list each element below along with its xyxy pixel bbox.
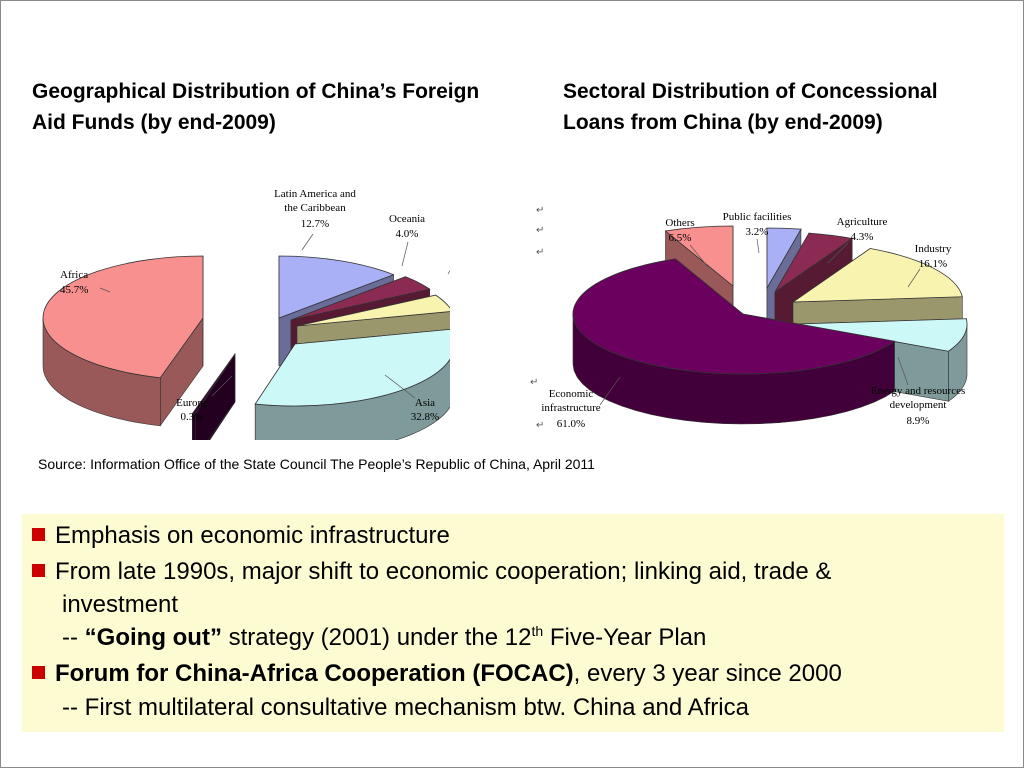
sub-point-focac: -- First multilateral consultative mecha… (62, 694, 749, 721)
slice-name-label: Oceania (389, 213, 425, 225)
slice-name-label: Industry (915, 243, 952, 255)
slice-label-energy-and-resources-development: Energy and resources development 8.9% (871, 356, 965, 427)
bullet-focac: Forum for China-Africa Cooperation (FOCA… (32, 658, 842, 690)
bullet-shift-continued: investment (62, 591, 179, 618)
slice-name-label: Europe (176, 397, 208, 409)
svg-text:↵: ↵ (530, 377, 538, 388)
slice-label-africa: Africa 45.7% (60, 269, 111, 296)
chart-title-sectoral: Sectoral Distribution of Concessional Lo… (563, 80, 938, 134)
slice-label-economic-infrastructure: Economic infrastructure 61.0% (541, 376, 621, 430)
pie-slice-africa (42, 255, 204, 427)
notes-box: Emphasis on economic infrastructure From… (22, 514, 1004, 732)
sub-point-going-out: -- “Going out” strategy (2001) under the… (62, 623, 707, 651)
slice-value-label: 12.7% (301, 218, 329, 230)
paragraph-marks: ↵ ↵ ↵ ↵ ↵ (530, 205, 544, 431)
slice-label-others: Others 6.5% (665, 217, 709, 268)
slice-label-oceania: Oceania 4.0% (389, 213, 425, 267)
svg-text:↵: ↵ (536, 225, 544, 236)
slice-name-label: Economic infrastructure (541, 388, 600, 414)
slice-label-others: Others4.5% (447, 269, 450, 275)
pie-slice-europe (191, 353, 236, 440)
svg-text:↵: ↵ (536, 247, 544, 258)
geographical-pie-chart: Latin America and the Caribbean 12.7% Ocean… (42, 188, 450, 440)
bullet-shift: From late 1990s, major shift to economic… (32, 556, 831, 588)
slice-name-label: Public facilities (723, 211, 792, 223)
svg-text:↵: ↵ (536, 205, 544, 216)
slice-name-label: Asia (415, 397, 435, 409)
slice-label-latin-america-and-the-caribbean: Latin America and the Caribbean 12.7% (274, 188, 356, 251)
slice-value-label: 8.9% (907, 415, 930, 427)
slice-value-label: 4.0% (396, 228, 419, 240)
slice-value-label: 16.1% (919, 258, 947, 270)
slice-label-industry: Industry 16.1% (907, 243, 952, 288)
pie-slice-economic-infrastructure (572, 258, 896, 425)
slice-value-label: 32.8% (411, 411, 439, 423)
bullet-emphasis: Emphasis on economic infrastructure (32, 520, 450, 552)
slice-name-label: Energy and resources development (871, 385, 965, 411)
slice-value-label: 0.3% (181, 411, 204, 423)
source-note: Source: Information Office of the State … (38, 456, 595, 472)
slice-label-asia: Asia 32.8% (384, 374, 439, 423)
pie-slice-asia (254, 328, 450, 440)
slice-name-label: Others (665, 217, 694, 229)
slice-name-label: Latin America and the Caribbean (274, 188, 356, 214)
slice-value-label: 45.7% (60, 284, 88, 296)
slice-name-label: Agriculture (837, 216, 888, 228)
slice-name-label: Africa (60, 269, 88, 281)
slice-value-label: 3.2% (746, 226, 769, 238)
slice-label-public-facilities: Public facilities 3.2% (723, 211, 792, 254)
bullet-square-icon (32, 528, 45, 541)
slice-label-agriculture: Agriculture 4.3% (827, 216, 888, 264)
bullet-square-icon (32, 564, 45, 577)
slice-value-label: 61.0% (557, 418, 585, 430)
svg-text:↵: ↵ (536, 420, 544, 431)
slice-value-label: 4.3% (851, 231, 874, 243)
bullet-square-icon (32, 666, 45, 679)
chart-title-geographical: Geographical Distribution of China’s For… (32, 80, 480, 134)
sectoral-pie-chart: Public facilities 3.2% Agriculture 4.3% Indu… (530, 205, 968, 431)
slice-value-label: 6.5% (669, 232, 692, 244)
slice-label-europe: Europe 0.3% (176, 375, 233, 423)
